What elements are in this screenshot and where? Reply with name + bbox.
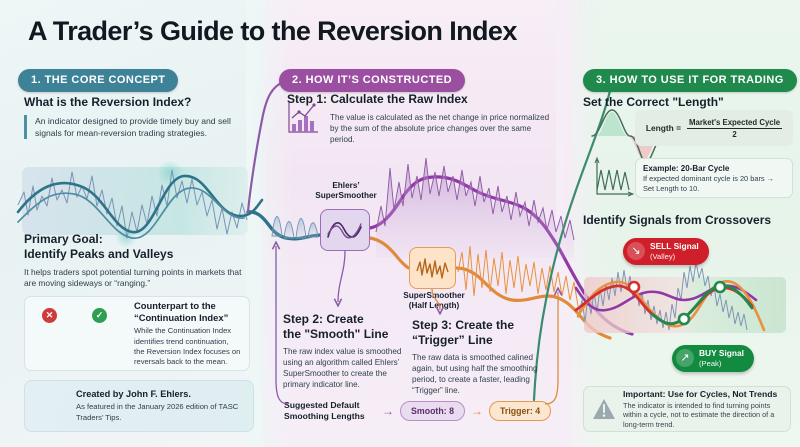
half-label-line1: SuperSmoother (403, 291, 465, 300)
sell-signal-sub: (Valley) (650, 251, 676, 261)
buy-signal-title: BUY Signal (699, 348, 744, 358)
primary-goal-heading-line2: Identify Peaks and Valleys (24, 247, 174, 261)
primary-goal-heading-line1: Primary Goal: (24, 232, 103, 246)
example-card: Example: 20-Bar Cycle If expected domina… (635, 158, 793, 198)
step2-body: The raw index value is smoothed using an… (283, 347, 402, 389)
primary-goal-body: It helps traders spot potential turning … (24, 267, 242, 289)
counterpart-card: ✕ ✓ Counterpart to the “Continuation Ind… (24, 296, 250, 371)
smooth-wave-icon (327, 222, 362, 239)
supersmoother-label-line2: SuperSmoother (315, 190, 377, 200)
formula-numerator: Market's Expected Cycle (687, 117, 783, 129)
counterpart-icons: ✕ ✓ (33, 307, 127, 360)
what-is-reversion-index-block: What is the Reversion Index? An indicato… (24, 95, 244, 140)
suggested-lengths-row: Suggested Default Smoothing Lengths → Sm… (284, 400, 552, 421)
lengths-label-line1: Suggested Default (284, 400, 360, 410)
half-supersmoother-node[interactable] (409, 247, 456, 289)
example-title: Example: 20-Bar Cycle (643, 164, 730, 173)
buy-signal-sub: (Peak) (699, 358, 722, 368)
warning-triangle-icon (593, 399, 615, 419)
author-body: As featured in the January 2026 edition … (76, 402, 239, 422)
formula-lhs: Length = (645, 123, 681, 133)
primary-goal-block: Primary Goal: Identify Peaks and Valleys… (24, 232, 249, 290)
step3-heading-line2: “Trigger” Line (412, 333, 493, 347)
suggested-lengths-label: Suggested Default Smoothing Lengths (284, 400, 376, 421)
arrow-up-right-icon: ↗ (676, 349, 694, 368)
supersmoother-node[interactable] (320, 209, 370, 251)
crossovers-heading: Identify Signals from Crossovers (583, 213, 772, 227)
author-card: Created by John F. Ehlers. As featured i… (24, 380, 254, 432)
counterpart-body: While the Continuation Index identifies … (134, 326, 241, 366)
smooth-length-chip[interactable]: Smooth: 8 (400, 400, 466, 421)
page-title: A Trader’s Guide to the Reversion Index (28, 16, 517, 46)
step1-block: Step 1: Calculate the Raw Index The valu… (287, 92, 552, 145)
buy-signal-text: BUY Signal (Peak) (699, 348, 744, 368)
step3-body: The raw data is smoothed calined again, … (412, 353, 538, 395)
formula-denominator: 2 (732, 129, 737, 139)
warning-body: The indicator is intended to find turnin… (623, 400, 775, 429)
set-length-heading: Set the Correct "Length" (583, 95, 724, 109)
step2-heading-line1: Step 2: Create (283, 312, 364, 326)
sell-signal-badge[interactable]: ↘ SELL Signal (Valley) (623, 238, 709, 265)
counterpart-heading-line2: “Continuation Index” (134, 311, 229, 323)
check-badge-icon: ✓ (92, 307, 107, 323)
step1-heading: Step 1: Calculate the Raw Index (287, 92, 468, 106)
supersmoother-node-label: Ehlers’ SuperSmoother (306, 181, 386, 201)
arrow-to-smooth-icon: → (382, 403, 394, 418)
length-formula: Length = Market's Expected Cycle 2 (635, 110, 793, 146)
section-pill-core-concept[interactable]: 1. THE CORE CONCEPT (18, 69, 179, 92)
step1-body: The value is calculated as the net chang… (330, 113, 550, 144)
counterpart-text: Counterpart to the “Continuation Index” … (134, 300, 241, 367)
formula-fraction: Market's Expected Cycle 2 (687, 117, 783, 139)
warning-text: Important: Use for Cycles, Not Trends Th… (623, 389, 782, 430)
good-chart-wrap: ✓ (83, 307, 127, 360)
step2-block: Step 2: Create the "Smooth" Line The raw… (283, 312, 403, 390)
counterpart-heading-line1: Counterpart to the (134, 299, 216, 311)
arrow-down-right-icon: ↘ (627, 242, 645, 261)
lengths-label-line2: Smoothing Lengths (284, 410, 365, 421)
step3-heading-line1: Step 3: Create the (412, 318, 515, 332)
supersmoother-label-line1: Ehlers’ (332, 181, 360, 190)
trigger-length-chip[interactable]: Trigger: 4 (489, 400, 552, 421)
author-text: Created by John F. Ehlers. As featured i… (76, 389, 244, 423)
section-pill-how-constructed[interactable]: 2. HOW IT’S CONSTRUCTED (279, 69, 466, 92)
step2-heading-line2: the "Smooth" Line (283, 327, 389, 341)
example-body: If expected dominant cycle is 20 bars → … (643, 174, 775, 193)
noisy-wave-icon (415, 258, 449, 279)
step3-block: Step 3: Create the “Trigger” Line The ra… (412, 318, 544, 396)
half-label-line2: (Half Length) (408, 300, 460, 310)
set-length-block: Set the Correct "Length" (583, 95, 793, 110)
buy-signal-badge[interactable]: ↗ BUY Signal (Peak) (672, 345, 754, 372)
author-heading: Created by John F. Ehlers. (76, 388, 191, 399)
step1-icon-slot (287, 112, 323, 145)
warning-title: Important: Use for Cycles, Not Trends (623, 388, 778, 399)
what-is-body: An indicator designed to provide timely … (24, 115, 244, 140)
sell-signal-title: SELL Signal (650, 241, 699, 251)
arrow-to-trigger-icon: → (471, 403, 484, 418)
x-badge-icon: ✕ (42, 307, 57, 323)
sell-signal-text: SELL Signal (Valley) (650, 241, 699, 261)
step1-row: The value is calculated as the net chang… (287, 112, 552, 145)
important-warning-card: Important: Use for Cycles, Not Trends Th… (583, 386, 791, 432)
section-pill-how-to-use[interactable]: 3. HOW TO USE IT FOR TRADING (583, 69, 797, 92)
bad-chart-wrap: ✕ (33, 307, 77, 360)
what-is-heading: What is the Reversion Index? (24, 95, 192, 109)
crossovers-block: Identify Signals from Crossovers (583, 213, 798, 228)
half-supersmoother-node-label: SuperSmoother (Half Length) (398, 291, 470, 311)
